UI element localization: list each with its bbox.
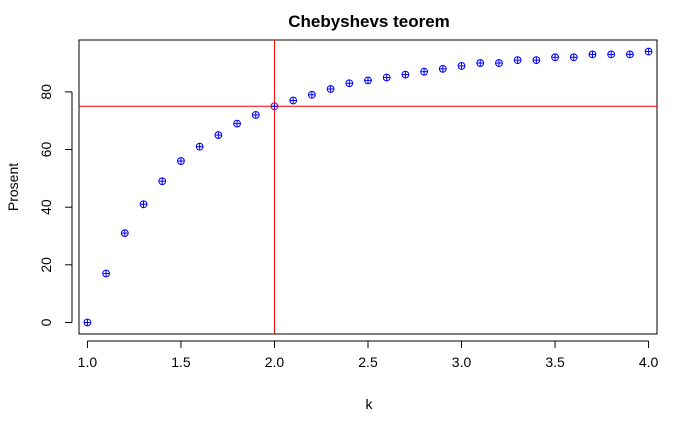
data-point <box>307 90 316 99</box>
data-point <box>588 50 597 59</box>
data-point <box>438 64 447 73</box>
data-point <box>401 70 410 79</box>
data-point <box>177 157 185 165</box>
data-point <box>345 79 354 88</box>
chart-title: Chebyshevs teorem <box>288 12 450 31</box>
x-tick-label: 1.5 <box>171 354 191 370</box>
data-point <box>495 59 503 67</box>
data-point <box>289 96 298 105</box>
y-tick-label: 60 <box>38 142 54 158</box>
data-point <box>551 53 559 62</box>
data-point <box>233 119 241 128</box>
x-tick-label: 1.0 <box>78 354 98 370</box>
x-tick-label: 4.0 <box>639 354 659 370</box>
data-point <box>195 142 204 151</box>
y-axis: 0 20 40 60 80 <box>38 84 73 326</box>
data-points <box>83 47 653 327</box>
data-point <box>364 76 372 85</box>
data-point <box>382 73 391 82</box>
reference-lines <box>79 40 657 334</box>
data-point <box>532 56 541 65</box>
data-point <box>569 53 578 62</box>
data-point <box>476 59 485 67</box>
data-point <box>214 131 223 140</box>
highlighted-point <box>270 102 279 111</box>
x-axis-label: k <box>366 396 374 412</box>
data-point <box>607 50 616 59</box>
data-point <box>120 229 129 238</box>
data-point <box>158 177 167 186</box>
data-point <box>251 111 260 119</box>
y-tick-label: 40 <box>38 199 54 215</box>
x-axis: 1.0 1.5 2.0 2.5 3.0 3.5 4.0 <box>78 340 659 370</box>
y-axis-label: Prosent <box>5 163 21 211</box>
data-point <box>625 50 634 59</box>
y-tick-label: 80 <box>38 84 54 100</box>
x-tick-label: 3.0 <box>452 354 472 370</box>
y-tick-label: 0 <box>38 318 54 326</box>
data-point <box>644 47 653 56</box>
x-tick-label: 2.5 <box>358 354 378 370</box>
data-point <box>326 85 335 93</box>
data-point <box>420 67 429 76</box>
y-tick-label: 20 <box>38 257 54 273</box>
x-tick-label: 3.5 <box>545 354 565 370</box>
data-point <box>83 318 92 327</box>
data-point <box>457 62 466 70</box>
data-point <box>139 200 148 209</box>
data-point <box>513 56 522 65</box>
x-tick-label: 2.0 <box>265 354 285 370</box>
plot-frame <box>78 39 658 335</box>
data-point <box>102 269 111 278</box>
